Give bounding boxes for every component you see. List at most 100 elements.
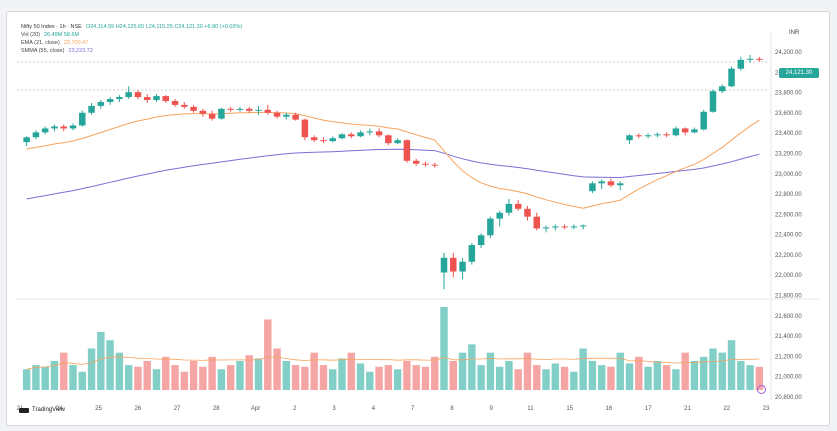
volume-bar — [403, 360, 411, 390]
candle-body — [514, 203, 522, 209]
candle-body — [320, 140, 327, 142]
ema-line — [26, 111, 760, 209]
volume-bar — [458, 352, 467, 390]
price-chart[interactable]: 24,200.0024,000.0023,800.0023,600.0023,4… — [7, 12, 829, 425]
y-tick-label: 23,000.00 — [775, 172, 802, 178]
candle-body — [41, 128, 49, 133]
y-tick-label: 21,800.00 — [775, 294, 802, 300]
volume-bar — [672, 369, 680, 390]
candle-body — [301, 119, 309, 138]
volume-bar — [616, 352, 624, 390]
candle-body — [654, 134, 661, 136]
brand-label: TradingView — [32, 407, 66, 413]
x-tick-label: 3 — [332, 406, 336, 412]
volume-bar — [505, 360, 513, 390]
volume-bar — [625, 363, 634, 390]
candle-body — [700, 111, 707, 130]
legend: Nifty 50 Index · 1h · NSE O24,114.55 H24,… — [21, 23, 242, 55]
volume-bar — [180, 371, 189, 390]
candle-body — [579, 225, 587, 227]
smma-label[interactable]: SMMA (55, close) — [21, 48, 65, 54]
candle-body — [524, 208, 531, 217]
x-tick-label: 16 — [606, 406, 613, 412]
volume-bar — [189, 360, 198, 390]
candle-body — [672, 128, 680, 136]
candle-body — [338, 134, 346, 139]
candle-body — [125, 92, 132, 98]
volume-bar — [644, 366, 652, 390]
candle-body — [218, 108, 225, 119]
y-tick-label: 23,800.00 — [775, 91, 802, 97]
volume-bar — [41, 366, 49, 390]
volume-bar — [690, 360, 699, 390]
y-tick-label: 22,800.00 — [775, 192, 802, 198]
x-tick-label: 17 — [645, 406, 652, 412]
volume-bar — [477, 365, 485, 390]
volume-bar — [718, 352, 726, 390]
symbol-label[interactable]: Nifty 50 Index · 1h · NSE — [21, 24, 82, 30]
last-price-tag: 24,121.30 — [779, 68, 819, 78]
volume-bar — [264, 319, 272, 390]
candle-body — [385, 135, 392, 144]
vol-label[interactable]: Vol (20) — [21, 32, 40, 38]
candle-body — [746, 58, 754, 60]
volume-bar — [412, 365, 420, 390]
volume-bar — [727, 340, 736, 390]
volume-bar — [597, 365, 606, 390]
y-tick-label: 24,200.00 — [775, 50, 802, 56]
candle-body — [190, 106, 197, 111]
candle-body — [552, 226, 559, 228]
ema-label[interactable]: EMA (21, close) — [21, 40, 60, 46]
volume-bar — [329, 369, 337, 390]
volume-bar — [254, 358, 263, 390]
volume-bar — [393, 369, 402, 390]
volume-bar — [533, 365, 541, 390]
x-tick-label: 22 — [723, 406, 730, 412]
tradingview-logo[interactable]: TradingView — [19, 407, 65, 413]
x-tick-label: 11 — [527, 406, 534, 412]
volume-bar — [449, 360, 457, 390]
candle-body — [607, 181, 615, 186]
chart-frame: 24,200.0024,000.0023,800.0023,600.0023,4… — [6, 11, 830, 426]
volume-bar — [245, 355, 253, 390]
volume-bar — [366, 371, 374, 390]
candle-body — [496, 212, 503, 219]
volume-bar — [124, 365, 133, 390]
volume-bar — [579, 348, 587, 390]
volume-bar — [236, 360, 244, 390]
settings-icon[interactable] — [757, 385, 766, 394]
volume-bar — [421, 366, 430, 390]
candle-body — [589, 183, 596, 192]
x-tick-label: 23 — [763, 406, 770, 412]
volume-bar — [273, 348, 281, 390]
currency-label[interactable]: INR — [789, 30, 800, 36]
x-tick-label: 9 — [489, 406, 493, 412]
candle-body — [264, 109, 272, 113]
x-tick-label: 4 — [372, 406, 376, 412]
volume-bar — [97, 331, 105, 390]
volume-bar — [208, 356, 216, 390]
y-tick-label: 23,600.00 — [775, 111, 802, 117]
volume-bar — [347, 352, 355, 390]
volume-bar — [69, 365, 77, 390]
volume-bar — [226, 365, 235, 390]
candle-body — [227, 108, 234, 110]
candle-body — [153, 96, 160, 101]
candle-body — [487, 218, 494, 236]
volume-bar — [50, 360, 59, 390]
candle-body — [412, 160, 420, 164]
y-tick-label: 23,400.00 — [775, 131, 802, 137]
volume-bar — [570, 371, 578, 390]
x-tick-label: 15 — [566, 406, 573, 412]
y-tick-label: 23,200.00 — [775, 151, 802, 157]
y-tick-label: 21,200.00 — [775, 354, 802, 360]
candle-body — [79, 112, 86, 126]
volume-bar — [607, 366, 615, 390]
volume-bar — [431, 356, 439, 390]
tradingview-icon — [19, 407, 29, 413]
volume-bar — [301, 366, 309, 390]
candle-body — [626, 135, 633, 141]
volume-bar — [542, 369, 550, 390]
volume-bar — [134, 366, 142, 390]
candle-body — [255, 109, 262, 111]
